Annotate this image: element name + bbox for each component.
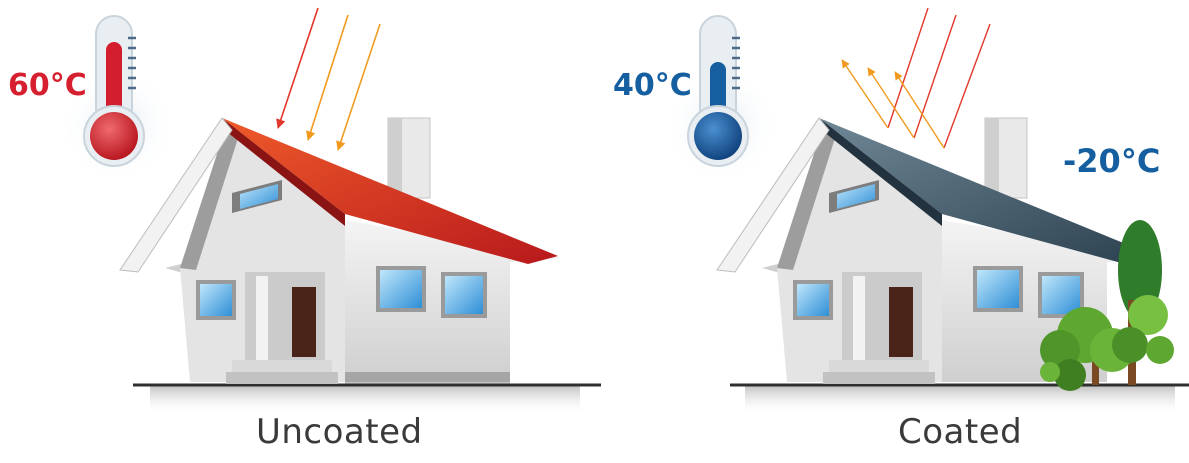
attic-window [240, 184, 278, 209]
window-mid [380, 270, 422, 308]
window-right [445, 276, 483, 314]
uncoated-caption: Uncoated [256, 412, 423, 452]
tree-icon [1040, 220, 1174, 391]
gable-trim [180, 120, 240, 270]
thermometer-hot-icon [60, 15, 176, 183]
attic-window-coated [837, 184, 875, 209]
front-door [292, 287, 316, 357]
sun-rays-icon [276, 7, 381, 151]
step-lower [226, 372, 338, 384]
reflected-rays-icon [841, 7, 991, 149]
step-upper [232, 360, 332, 374]
roof-coated [819, 118, 1155, 264]
thermometer-cool-icon [664, 15, 780, 183]
roof [222, 118, 558, 264]
ground-shadow-coated [745, 385, 1175, 415]
window-left [200, 284, 232, 316]
roof-edge [222, 118, 345, 226]
ground-shadow [150, 385, 580, 415]
fascia [119, 117, 233, 273]
chimney-shade [388, 118, 402, 198]
coated-temperature: 40°C [613, 68, 692, 103]
coated-caption: Coated [898, 412, 1023, 452]
porch-column [256, 276, 268, 362]
uncoated-house [119, 117, 601, 415]
base-shade [345, 372, 510, 384]
temperature-difference: -20°C [1063, 142, 1161, 180]
coated-house [716, 117, 1189, 415]
front-door-coated [889, 287, 913, 357]
uncoated-temperature: 60°C [8, 68, 87, 103]
